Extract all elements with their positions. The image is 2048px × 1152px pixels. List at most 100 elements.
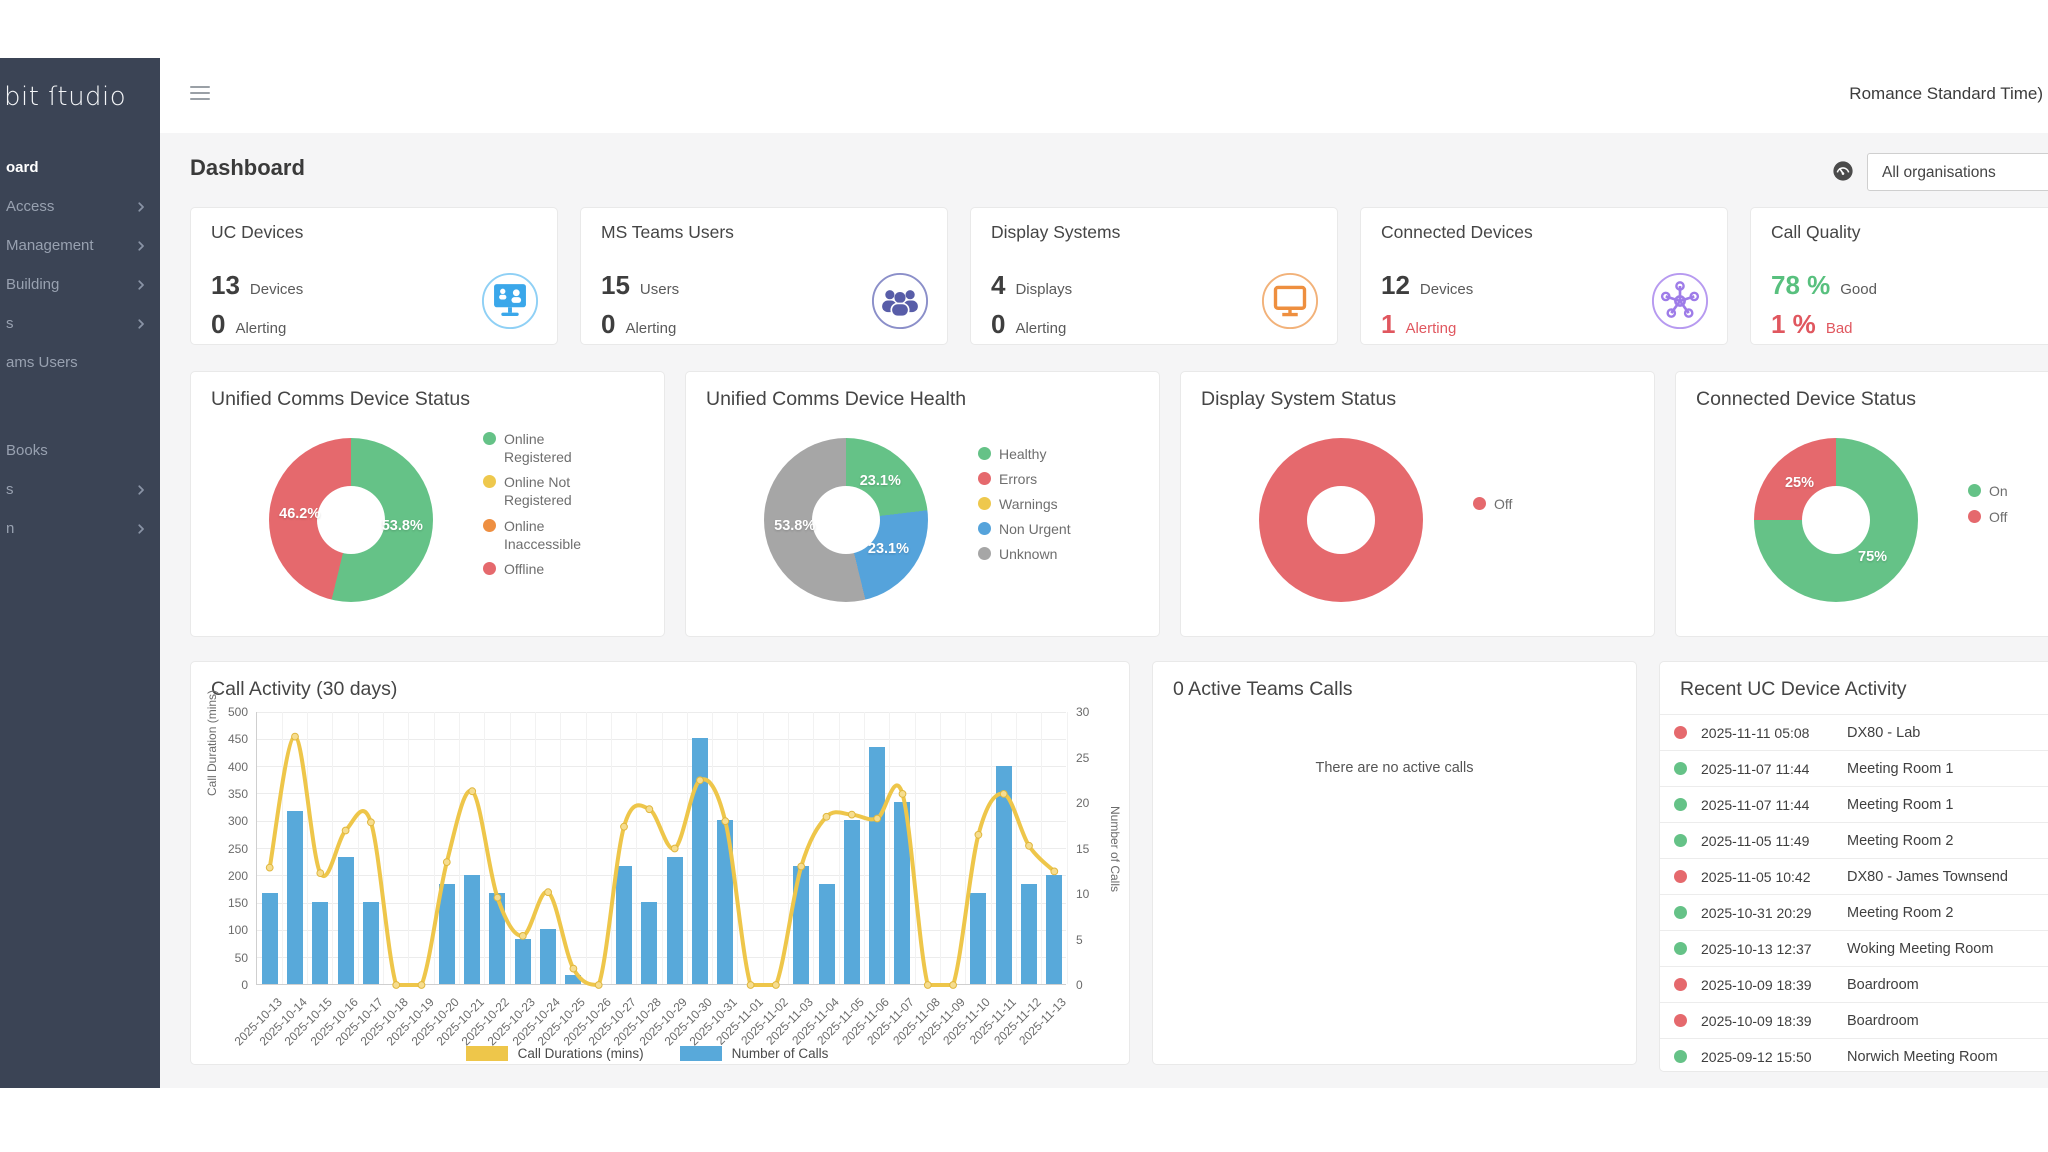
sidebar-item-item-4[interactable]: s — [0, 304, 160, 343]
gridline-v — [965, 712, 967, 984]
y-axis-tick-right: 10 — [1076, 887, 1090, 901]
stat-row: 0 Alerting — [211, 309, 303, 344]
activity-timestamp: 2025-11-11 05:08 — [1701, 724, 1810, 741]
y-axis-tick-right: 25 — [1076, 750, 1090, 765]
stat-value: 1 — [1381, 309, 1396, 339]
recent-activity-row[interactable]: 2025-10-09 18:39 Boardroom — [1660, 1002, 2048, 1038]
legend-label: Off — [1494, 495, 1513, 512]
stat-card-title: Call Quality — [1771, 222, 1861, 242]
sidebar: bit ſtudio oard Access Management Building s… — [0, 58, 160, 1088]
stat-value: 4 — [991, 270, 1006, 300]
donut-card-title: Display System Status — [1201, 388, 1397, 410]
gridline-v — [788, 712, 790, 984]
sidebar-item-item-7[interactable]: s — [0, 470, 160, 509]
gridline-v — [1015, 712, 1017, 984]
stat-label: Displays — [1015, 281, 1073, 298]
legend-item[interactable]: Online Inaccessible — [483, 517, 616, 553]
gauge-icon[interactable] — [1832, 160, 1854, 182]
legend-item[interactable]: Non Urgent — [978, 520, 1111, 538]
activity-device-name: Norwich Meeting Room — [1847, 1048, 1998, 1065]
bar — [894, 802, 911, 984]
y-axis-tick-left: 0 — [241, 978, 248, 992]
sidebar-item-books[interactable]: Books — [0, 431, 160, 470]
activity-device-name: Meeting Room 2 — [1847, 832, 1954, 849]
stat-row: 12 Devices — [1381, 270, 1473, 305]
bar — [616, 865, 633, 984]
menu-toggle-icon[interactable] — [190, 86, 210, 102]
legend-item[interactable]: Offline — [483, 560, 616, 578]
top-header: Romance Standard Time) — [160, 58, 2048, 133]
chevron-right-icon — [134, 483, 148, 497]
recent-activity-row[interactable]: 2025-11-07 11:44 Meeting Room 1 — [1660, 750, 2048, 786]
y-axis-tick-left: 150 — [227, 896, 248, 911]
gridline-v — [813, 712, 815, 984]
sidebar-item-item-8[interactable]: n — [0, 509, 160, 548]
gridline-v — [332, 712, 334, 984]
recent-activity-row[interactable]: 2025-09-12 15:50 Norwich Meeting Room — [1660, 1038, 2048, 1071]
chart-legend: Call Durations (mins) Number of Calls — [191, 1046, 1129, 1061]
status-dot-red — [1674, 978, 1687, 991]
gridline-v — [433, 712, 435, 984]
legend-item[interactable]: Warnings — [978, 495, 1111, 513]
activity-timestamp: 2025-11-07 11:44 — [1701, 760, 1810, 777]
recent-activity-row[interactable]: 2025-10-31 20:29 Meeting Room 2 — [1660, 894, 2048, 930]
monitor-icon — [1261, 272, 1319, 330]
stat-row: 1 % Bad — [1771, 309, 1877, 344]
gridline-v — [686, 712, 688, 984]
recent-activity-row[interactable]: 2025-11-05 11:49 Meeting Room 2 — [1660, 822, 2048, 858]
sidebar-item-dashboard[interactable]: oard — [0, 148, 160, 187]
sidebar-item-management[interactable]: Management — [0, 226, 160, 265]
status-dot-red — [1674, 870, 1687, 883]
sidebar-item-access[interactable]: Access — [0, 187, 160, 226]
activity-device-name: Boardroom — [1847, 976, 1919, 993]
chevron-right-icon — [134, 239, 148, 253]
active-calls-title: 0 Active Teams Calls — [1173, 678, 1353, 700]
stat-value: 15 — [601, 270, 630, 300]
legend-item[interactable]: On — [1968, 482, 2048, 500]
legend-item[interactable]: Healthy — [978, 445, 1111, 463]
stat-row: 1 Alerting — [1381, 309, 1473, 344]
legend-item[interactable]: Number of Calls — [679, 1046, 855, 1061]
users-icon — [871, 272, 929, 330]
bar — [869, 747, 886, 984]
sidebar-item-teams-users[interactable]: ams Users — [0, 343, 160, 382]
gridline-v — [737, 712, 739, 984]
legend-item[interactable]: Online Registered — [483, 430, 616, 466]
recent-activity-row[interactable]: 2025-11-11 05:08 DX80 - Lab — [1660, 714, 2048, 750]
sidebar-item-label: Building — [6, 276, 60, 293]
organisation-select[interactable]: All organisations — [1867, 153, 2048, 191]
stat-label: Alerting — [235, 320, 287, 337]
y-axis-tick-left: 450 — [227, 732, 248, 747]
legend-item[interactable]: Unknown — [978, 545, 1111, 563]
legend-item[interactable]: Off — [1968, 508, 2048, 526]
sidebar-item-label: Access — [6, 198, 55, 215]
chevron-right-icon — [134, 200, 148, 214]
chevron-right-icon — [134, 522, 148, 536]
stat-value: 0 — [601, 309, 616, 339]
legend-item[interactable]: Errors — [978, 470, 1111, 488]
bar — [540, 929, 557, 984]
recent-activity-row[interactable]: 2025-11-05 10:42 DX80 - James Townsend — [1660, 858, 2048, 894]
sidebar-item-label: ams Users — [6, 354, 78, 371]
legend-item[interactable]: Off — [1473, 495, 1606, 513]
stat-row: 78 % Good — [1771, 270, 1877, 305]
legend-item[interactable]: Online Not Registered — [483, 473, 616, 509]
legend-label: Warnings — [999, 495, 1058, 512]
y-axis-tick-right: 30 — [1076, 705, 1090, 719]
plot-area — [256, 711, 1068, 989]
bar — [286, 811, 303, 984]
legend-swatch — [465, 1046, 508, 1061]
donut-card-title: Unified Comms Device Health — [706, 388, 967, 410]
sidebar-item-building[interactable]: Building — [0, 265, 160, 304]
recent-activity-row[interactable]: 2025-10-13 12:37 Woking Meeting Room — [1660, 930, 2048, 966]
bar — [438, 883, 455, 984]
legend-item[interactable]: Call Durations (mins) — [465, 1046, 670, 1061]
recent-activity-row[interactable]: 2025-10-09 18:39 Boardroom — [1660, 966, 2048, 1002]
gridline-v — [357, 712, 359, 984]
sidebar-item-label: s — [6, 481, 14, 498]
stat-row: 4 Displays — [991, 270, 1072, 305]
status-dot-green — [1674, 798, 1687, 811]
y-axis-tick-right: 5 — [1076, 932, 1083, 947]
recent-activity-row[interactable]: 2025-11-07 11:44 Meeting Room 1 — [1660, 786, 2048, 822]
